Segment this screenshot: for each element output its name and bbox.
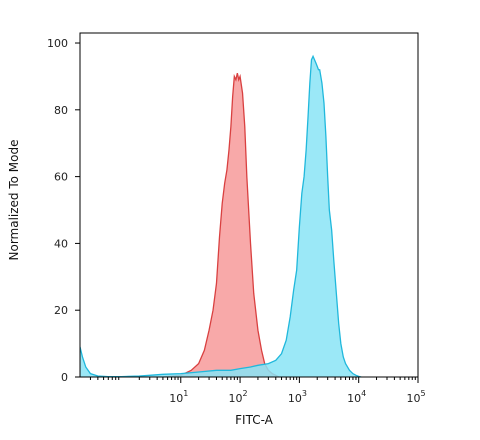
series-1-line <box>162 72 280 377</box>
x-tick-label: 103 <box>288 389 307 405</box>
y-tick-label: 0 <box>61 371 68 384</box>
axes: 0 20 40 60 80 100 101 102 103 104 105 <box>47 32 426 405</box>
x-tick-label: 101 <box>169 389 188 405</box>
y-tick-label: 40 <box>54 237 68 250</box>
x-tick-exponent: 5 <box>420 389 425 398</box>
x-tick-exponent: 4 <box>361 389 366 398</box>
y-axis-title: Normalized To Mode <box>7 139 21 260</box>
x-tick-exponent: 1 <box>183 389 188 398</box>
x-tick-exponent: 3 <box>302 389 307 398</box>
series-2-area <box>80 56 362 377</box>
y-tick-label: 100 <box>47 37 68 50</box>
x-tick-label: 104 <box>347 389 366 405</box>
x-tick-exponent: 2 <box>243 389 248 398</box>
y-tick-label: 20 <box>54 304 68 317</box>
x-axis-title: FITC-A <box>235 413 274 427</box>
plot-frame <box>79 32 419 378</box>
series-2-line <box>80 54 362 377</box>
plot-area <box>80 54 362 377</box>
x-tick-label: 105 <box>406 389 425 405</box>
y-tick-label: 60 <box>54 171 68 184</box>
series-group <box>80 54 362 377</box>
y-tick-label: 80 <box>54 104 68 117</box>
x-tick-label: 102 <box>229 389 248 405</box>
